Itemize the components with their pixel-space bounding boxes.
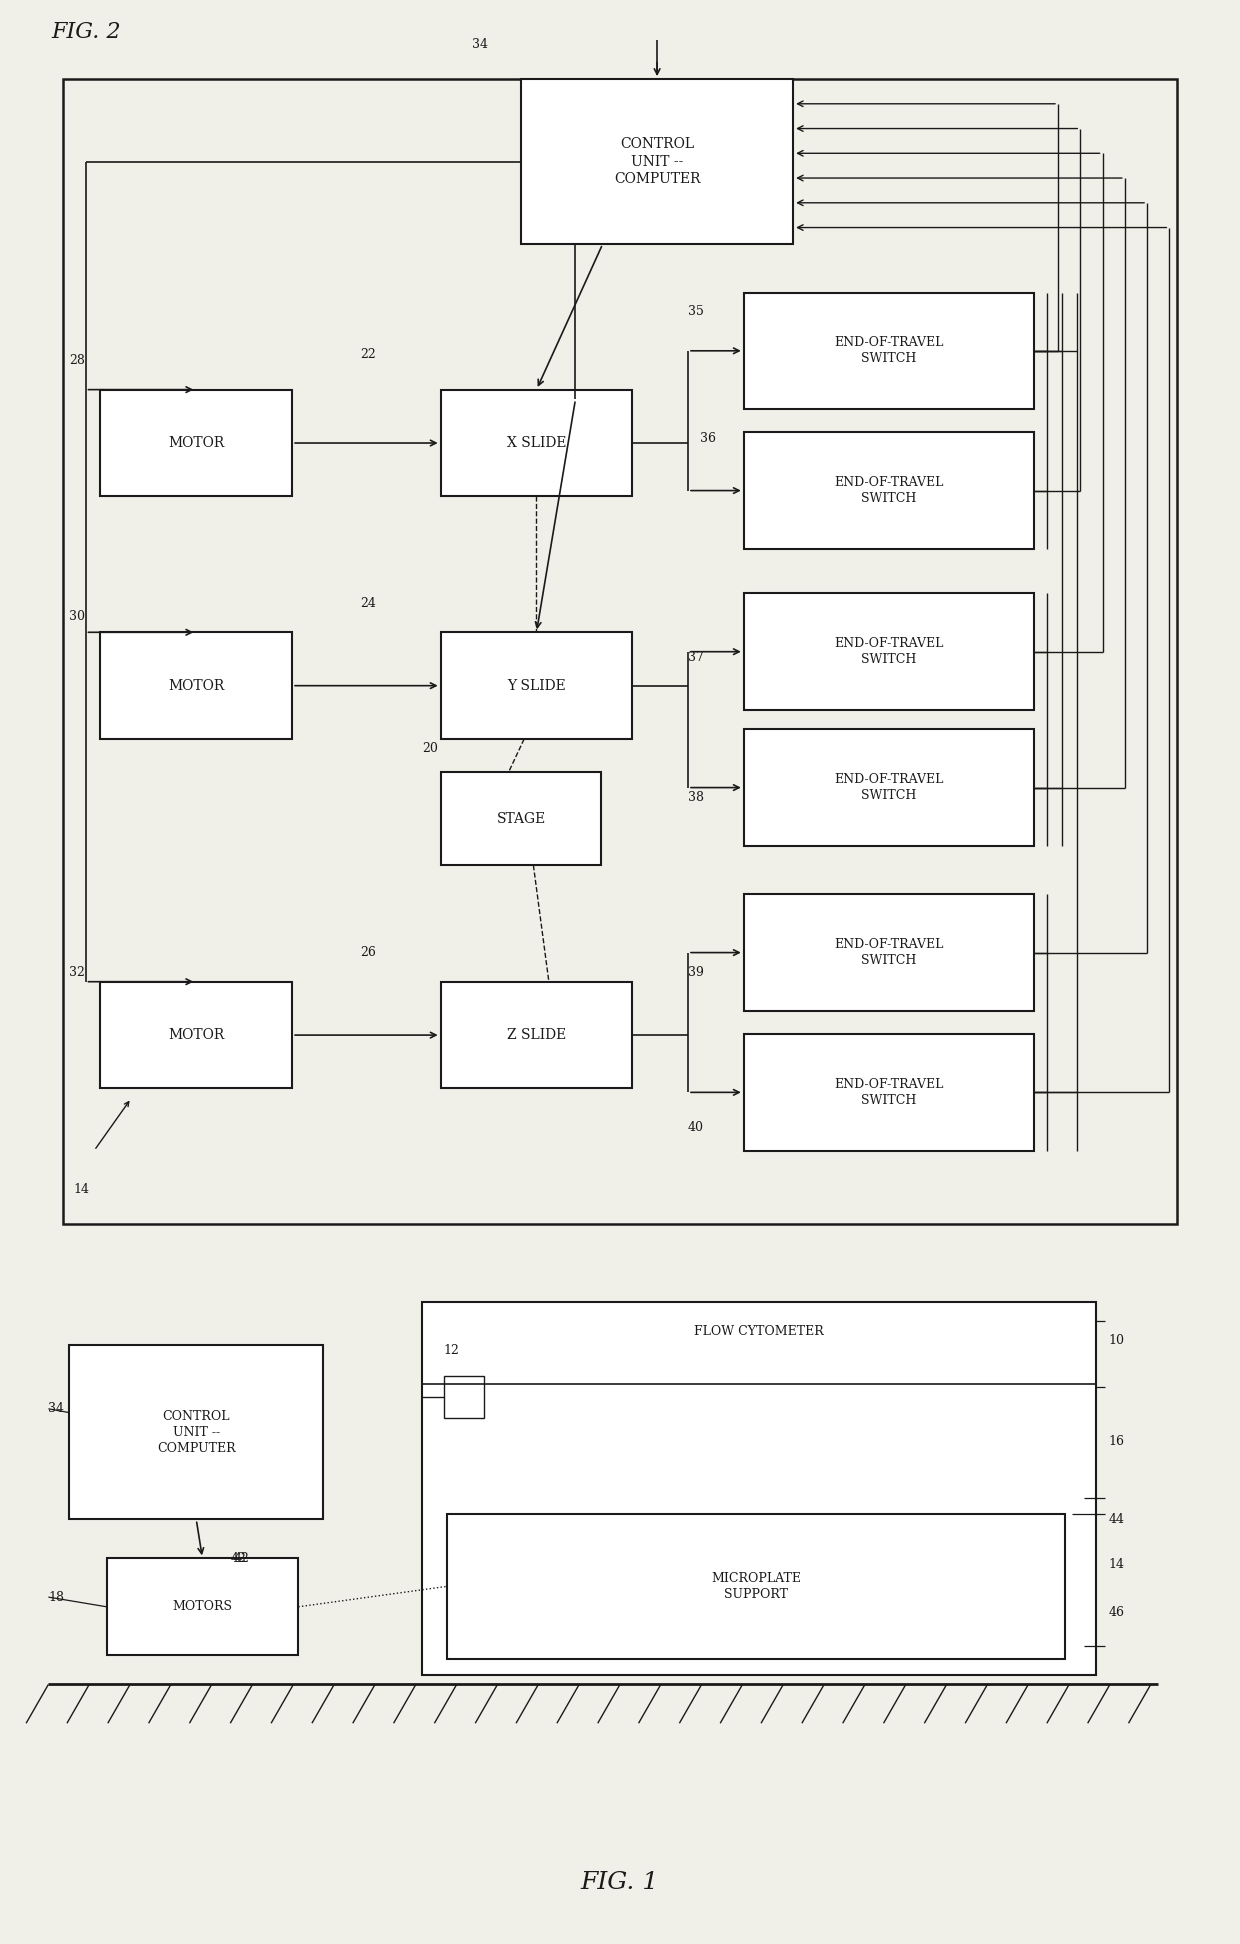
Text: 37: 37 [688,651,704,665]
Text: Z SLIDE: Z SLIDE [507,1028,567,1042]
Bar [422,1302,1096,1674]
Bar [440,389,632,496]
Text: 34: 34 [471,37,487,51]
Bar [63,80,1177,1225]
Bar [446,1514,1065,1658]
Text: 28: 28 [69,354,86,367]
Bar [440,772,601,865]
Text: END-OF-TRAVEL
SWITCH: END-OF-TRAVEL SWITCH [835,939,944,966]
Text: CONTROL
UNIT --
COMPUTER: CONTROL UNIT -- COMPUTER [157,1409,236,1454]
Text: END-OF-TRAVEL
SWITCH: END-OF-TRAVEL SWITCH [835,1077,944,1106]
Text: 39: 39 [688,966,704,978]
Bar [444,1376,484,1419]
Text: END-OF-TRAVEL
SWITCH: END-OF-TRAVEL SWITCH [835,476,944,505]
Bar [744,1034,1034,1151]
Text: 26: 26 [360,947,376,958]
Text: END-OF-TRAVEL
SWITCH: END-OF-TRAVEL SWITCH [835,638,944,667]
Bar [69,1345,324,1520]
Text: MOTORS: MOTORS [172,1600,232,1614]
Bar [107,1559,299,1654]
Text: 16: 16 [1109,1435,1125,1448]
Text: 24: 24 [360,597,376,610]
Bar [744,593,1034,710]
Text: 42: 42 [234,1551,250,1565]
Bar [744,894,1034,1011]
Text: 18: 18 [48,1590,64,1604]
Bar [440,982,632,1089]
Text: FIG. 2: FIG. 2 [51,21,120,43]
Text: 30: 30 [69,610,86,624]
Text: 22: 22 [360,348,376,362]
Text: 38: 38 [688,791,704,803]
Text: 36: 36 [701,432,717,445]
Bar [744,294,1034,408]
Text: 20: 20 [422,743,438,756]
Text: X SLIDE: X SLIDE [507,435,567,449]
Text: MOTOR: MOTOR [169,435,224,449]
Text: 12: 12 [443,1343,459,1357]
Text: FIG. 1: FIG. 1 [580,1870,660,1893]
Text: 10: 10 [1109,1334,1125,1347]
Bar [100,982,293,1089]
Bar [744,432,1034,548]
Text: 32: 32 [69,966,86,978]
Text: 14: 14 [1109,1557,1125,1571]
Text: 42: 42 [231,1551,247,1565]
Text: END-OF-TRAVEL
SWITCH: END-OF-TRAVEL SWITCH [835,336,944,365]
Bar [100,632,293,739]
Text: 34: 34 [48,1402,64,1415]
Text: FLOW CYTOMETER: FLOW CYTOMETER [694,1326,825,1337]
Text: 44: 44 [1109,1512,1125,1526]
Text: CONTROL
UNIT --
COMPUTER: CONTROL UNIT -- COMPUTER [614,138,701,187]
Bar [440,632,632,739]
Text: STAGE: STAGE [496,813,546,826]
Text: 40: 40 [688,1122,704,1133]
Bar [744,729,1034,846]
Text: MOTOR: MOTOR [169,1028,224,1042]
Text: 46: 46 [1109,1606,1125,1619]
Text: Y SLIDE: Y SLIDE [507,678,565,692]
Text: MOTOR: MOTOR [169,678,224,692]
Text: 35: 35 [688,305,704,319]
Text: END-OF-TRAVEL
SWITCH: END-OF-TRAVEL SWITCH [835,774,944,803]
Text: 14: 14 [73,1182,89,1196]
Bar [521,80,794,245]
Bar [100,389,293,496]
Text: MICROPLATE
SUPPORT: MICROPLATE SUPPORT [711,1573,801,1602]
